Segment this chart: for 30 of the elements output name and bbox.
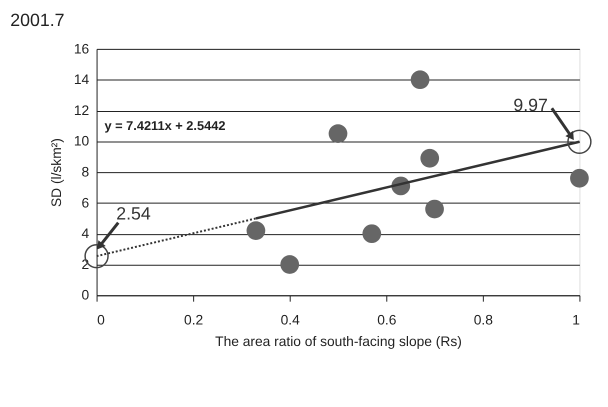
y-tick-label: 14	[74, 72, 90, 88]
point	[328, 124, 348, 143]
point	[84, 244, 109, 268]
y-tick-label: 10	[74, 134, 90, 149]
point	[570, 168, 589, 188]
point	[410, 70, 430, 90]
point	[420, 148, 440, 168]
y-tick-label: 12	[74, 102, 90, 118]
x-tick-label: 0.6	[377, 312, 397, 328]
annotation: y = 7.4211x + 2.5442	[104, 118, 226, 133]
y-axis-title: SD (l/skm²)	[49, 138, 64, 208]
x-tick-label: 0.2	[184, 312, 204, 328]
annotation: 2.54	[116, 204, 151, 224]
chart-title: 2001.7	[10, 10, 64, 30]
point	[425, 200, 444, 218]
y-tick-label: 8	[82, 164, 90, 180]
point	[280, 255, 300, 274]
point	[567, 130, 592, 154]
annotation: 9.97	[513, 95, 548, 116]
x-axis-title: The area ratio of south-facing slope (Rs)	[215, 334, 462, 350]
point	[362, 224, 382, 244]
y-tick-label: 4	[82, 226, 90, 242]
y-tick-label: 16	[74, 41, 90, 56]
x-tick-label: 0	[97, 312, 106, 328]
y-tick-label: 0	[82, 288, 90, 303]
x-tick-label: 1	[572, 312, 580, 328]
point	[246, 221, 266, 240]
x-tick-label: 0.8	[474, 312, 494, 328]
x-tick-label: 0.4	[280, 312, 300, 328]
y-tick-label: 6	[82, 195, 90, 210]
